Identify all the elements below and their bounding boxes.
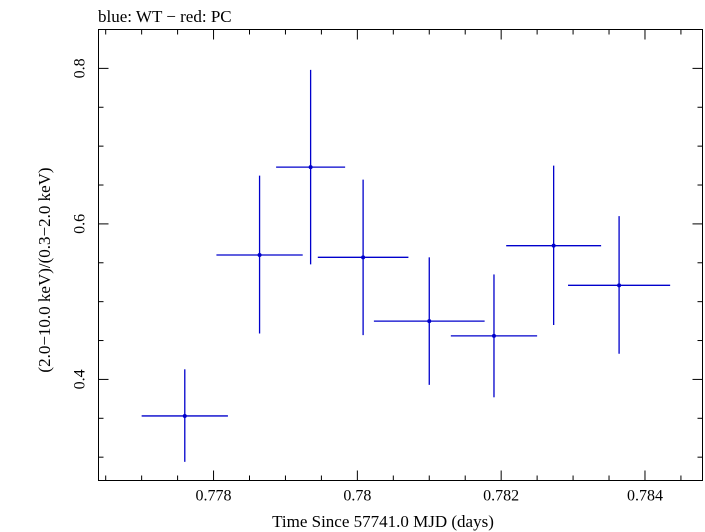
y-axis-label: (2.0−10.0 keV)/(0.3−2.0 keV) <box>35 167 54 372</box>
data-point <box>491 333 496 338</box>
data-point <box>182 413 187 418</box>
x-axis-label: Time Since 57741.0 MJD (days) <box>272 512 494 531</box>
data-point <box>427 319 432 324</box>
axis-ticks <box>98 29 703 481</box>
axis-tick-labels: 0.778 0.78 0.782 0.784 0.4 0.6 0.8 <box>72 58 663 504</box>
data-points <box>141 69 671 462</box>
data-point <box>617 283 622 288</box>
y-tick-label: 0.4 <box>72 369 89 389</box>
chart-title: blue: WT − red: PC <box>98 7 232 26</box>
x-tick-label: 0.782 <box>483 488 519 505</box>
data-point <box>551 243 556 248</box>
data-point-group <box>373 257 485 385</box>
data-point <box>361 255 366 260</box>
x-tick-label: 0.784 <box>627 488 663 505</box>
data-point-group <box>141 369 228 462</box>
y-tick-label: 0.6 <box>72 214 89 234</box>
data-point-group <box>216 175 303 334</box>
y-tick-label: 0.8 <box>72 58 89 78</box>
data-point-group <box>317 179 409 336</box>
data-point-group <box>450 274 538 398</box>
plot-frame <box>98 29 703 481</box>
data-point <box>308 165 313 170</box>
data-point-group <box>568 216 671 354</box>
data-point-group <box>506 165 602 325</box>
x-tick-label: 0.78 <box>343 488 371 505</box>
data-point <box>257 253 262 257</box>
x-tick-label: 0.778 <box>196 488 232 505</box>
data-point-group <box>276 69 346 265</box>
